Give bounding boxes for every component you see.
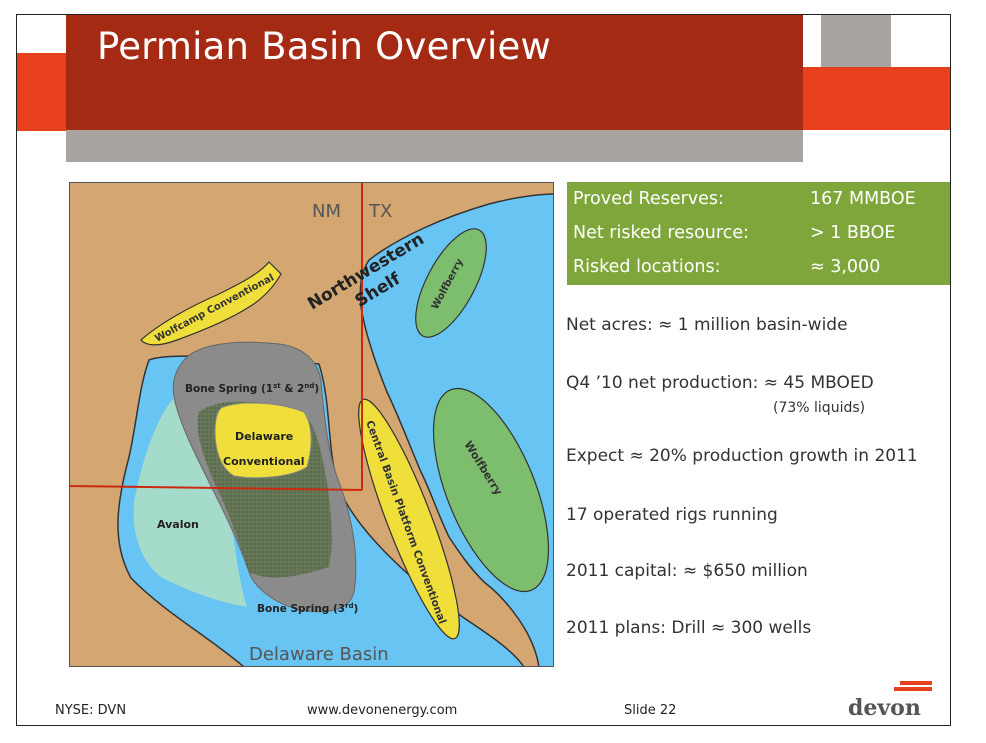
stat-value: 167 MMBOE <box>810 189 916 209</box>
wolfberry-play-north <box>415 228 487 338</box>
label-delaware-conventional-1: Delaware <box>235 430 293 443</box>
label-delaware-basin: Delaware Basin <box>249 644 389 665</box>
stat-row-proved-reserves: Proved Reserves: 167 MMBOE <box>573 182 916 216</box>
bullet-growth: Expect ≈ 20% production growth in 2011 <box>566 446 918 466</box>
slide-title: Permian Basin Overview <box>97 25 551 68</box>
stat-label: Net risked resource: <box>573 223 749 243</box>
label-delaware-conventional-2: Conventional <box>223 455 305 468</box>
stat-row-risked-locations: Risked locations: ≈ 3,000 <box>573 250 880 284</box>
bullet-net-acres: Net acres: ≈ 1 million basin-wide <box>566 315 848 335</box>
footer-ticker: NYSE: DVN <box>55 703 127 718</box>
devon-logo: devon <box>848 695 921 721</box>
bullet-capital: 2011 capital: ≈ $650 million <box>566 561 808 581</box>
title-bar <box>66 15 803 130</box>
stat-row-net-risked-resource: Net risked resource: > 1 BBOE <box>573 216 895 250</box>
accent-square-gray <box>821 15 891 67</box>
label-tx: TX <box>368 201 392 222</box>
bullet-rigs: 17 operated rigs running <box>566 505 778 525</box>
footer-website: www.devonenergy.com <box>307 703 458 718</box>
bullet-plans: 2011 plans: Drill ≈ 300 wells <box>566 618 812 638</box>
devon-logo-bar-1 <box>900 681 932 685</box>
map-graphic: NM TX Northwestern Shelf Wolfcamp Conven… <box>69 182 554 667</box>
stat-label: Risked locations: <box>573 257 721 277</box>
wolfberry-play-south <box>432 387 550 593</box>
reserves-summary-box: Proved Reserves: 167 MMBOE Net risked re… <box>567 182 950 285</box>
central-basin-platform-play <box>358 398 460 640</box>
bullet-production-note: (73% liquids) <box>773 400 866 416</box>
label-bone-spring-lower: Bone Spring (3rd) <box>257 602 358 615</box>
label-nm: NM <box>312 201 341 222</box>
devon-logo-bar-2 <box>894 687 932 691</box>
label-avalon: Avalon <box>157 518 199 531</box>
state-line-horizontal <box>69 485 363 491</box>
footer-slide-number: Slide 22 <box>624 703 677 718</box>
bullet-production: Q4 ’10 net production: ≈ 45 MBOED <box>566 373 874 393</box>
label-bone-spring-upper: Bone Spring (1st & 2nd) <box>185 382 319 395</box>
slide-frame: Permian Basin Overview <box>16 14 951 726</box>
wolfcamp-conventional-play <box>140 261 282 346</box>
stat-label: Proved Reserves: <box>573 189 724 209</box>
accent-block-left <box>17 53 66 131</box>
delaware-conventional-play <box>214 402 312 479</box>
stat-value: > 1 BBOE <box>810 223 896 243</box>
accent-block-right <box>803 67 950 130</box>
accent-band-gray <box>66 130 803 162</box>
permian-basin-map: NM TX Northwestern Shelf Wolfcamp Conven… <box>69 182 554 667</box>
stat-value: ≈ 3,000 <box>810 257 881 277</box>
